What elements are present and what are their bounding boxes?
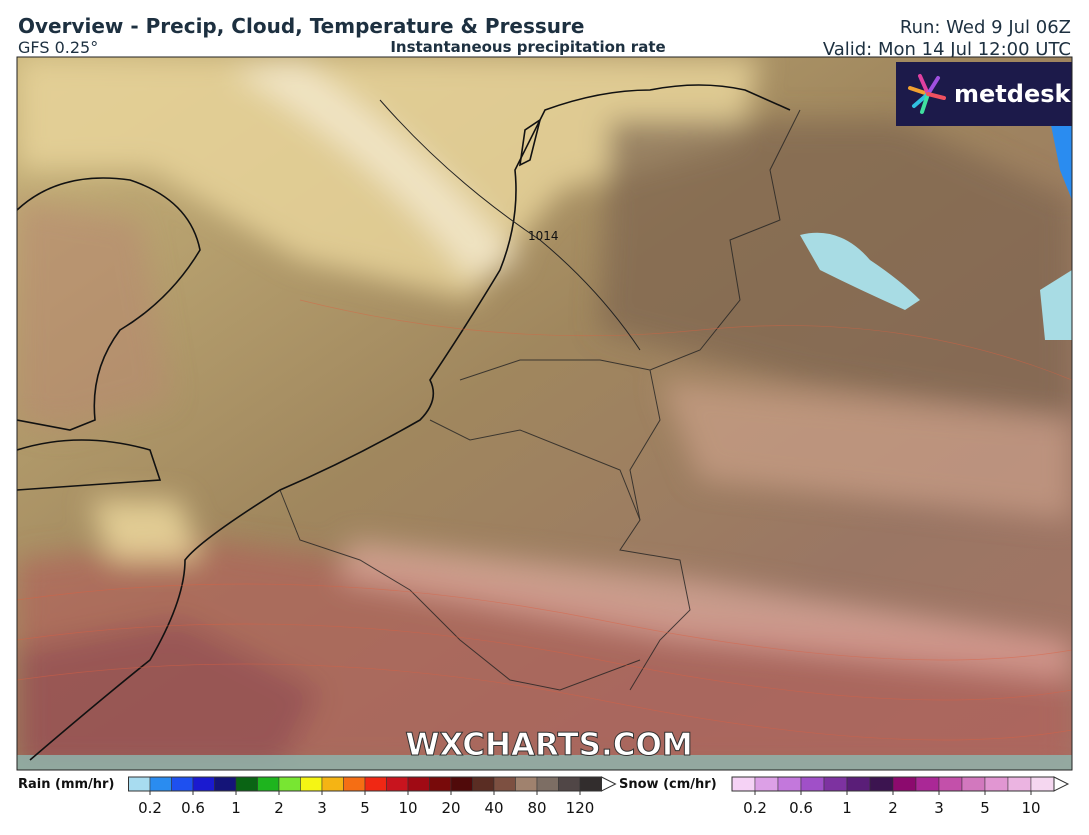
rain-swatch <box>386 776 409 792</box>
map-frame <box>16 56 1073 771</box>
rain-tick-label: 0.6 <box>181 799 205 817</box>
snow-swatch <box>731 776 756 792</box>
rain-swatch <box>149 776 172 792</box>
run-time: Run: Wed 9 Jul 06Z <box>900 17 1071 38</box>
snow-swatch <box>777 776 802 792</box>
rain-swatch <box>364 776 387 792</box>
rain-tick-label: 80 <box>527 799 546 817</box>
snow-tick-label: 0.6 <box>789 799 813 817</box>
rain-tick-label: 1 <box>231 799 241 817</box>
rain-tick-label: 20 <box>441 799 460 817</box>
coastlines <box>17 84 791 761</box>
rain-tick-label: 120 <box>566 799 595 817</box>
baltic-water <box>800 232 920 310</box>
snow-swatch <box>1030 776 1055 792</box>
snow-tick-label: 0.2 <box>743 799 767 817</box>
borders <box>279 109 801 691</box>
valid-time: Valid: Mon 14 Jul 12:00 UTC <box>823 39 1071 60</box>
isotherms <box>17 299 1072 741</box>
rain-swatch <box>321 776 344 792</box>
rain-tick-label: 3 <box>317 799 327 817</box>
rain-swatch <box>429 776 452 792</box>
rain-tick-label: 0.2 <box>138 799 162 817</box>
rain-tick-label: 5 <box>360 799 370 817</box>
snow-arrow <box>1053 776 1070 792</box>
rain-swatch <box>472 776 495 792</box>
watermark: WXCHARTS.COM <box>405 727 692 763</box>
rain-swatch <box>171 776 194 792</box>
snow-tick-label: 1 <box>842 799 852 817</box>
rain-swatch <box>343 776 366 792</box>
isobar-label: 1014 <box>528 229 559 243</box>
rain-swatch <box>128 776 151 792</box>
rain-patch <box>1050 110 1072 200</box>
rain-swatch <box>558 776 581 792</box>
snow-legend-label: Snow (cm/hr) <box>619 777 717 792</box>
rain-swatch <box>300 776 323 792</box>
legends: 0.2 0.6 1 2 3 5 10 20 40 80 120 0.2 0.6 1 2 3 5 10 <box>128 776 1070 817</box>
rain-swatch <box>192 776 215 792</box>
snow-swatch <box>869 776 894 792</box>
rain-arrow <box>601 776 617 792</box>
cloud-fields <box>17 57 1072 770</box>
rain-legend-label: Rain (mm/hr) <box>18 777 114 792</box>
snow-swatch <box>823 776 848 792</box>
snow-swatch <box>961 776 986 792</box>
rain-swatch <box>493 776 516 792</box>
sea-water <box>1040 270 1072 340</box>
snow-tick-label: 2 <box>888 799 898 817</box>
sea-strip <box>17 755 1072 770</box>
rain-tick-label: 40 <box>484 799 503 817</box>
rain-swatch <box>515 776 538 792</box>
snow-swatch <box>892 776 917 792</box>
snow-swatch <box>938 776 963 792</box>
rain-swatch <box>278 776 301 792</box>
logo-text: metdesk <box>954 80 1072 108</box>
rain-swatch <box>235 776 258 792</box>
rain-swatch <box>536 776 559 792</box>
snow-swatch <box>754 776 779 792</box>
rain-swatch <box>450 776 473 792</box>
map: 1014 WXCHARTS.COM metdesk <box>17 57 1072 770</box>
rain-swatch <box>257 776 280 792</box>
model: GFS 0.25° <box>18 38 98 57</box>
isobar <box>379 99 641 351</box>
snow-tick-label: 5 <box>980 799 990 817</box>
snow-swatch <box>915 776 940 792</box>
field: Instantaneous precipitation rate <box>390 38 665 56</box>
snow-swatch <box>846 776 871 792</box>
rain-tick-label: 2 <box>274 799 284 817</box>
snow-swatch <box>1007 776 1032 792</box>
rain-swatch <box>407 776 430 792</box>
logo-icon <box>908 74 946 114</box>
title: Overview - Precip, Cloud, Temperature & … <box>18 14 584 38</box>
snow-swatch <box>800 776 825 792</box>
snow-swatch <box>984 776 1009 792</box>
rain-swatch <box>579 776 602 792</box>
snow-tick-label: 3 <box>934 799 944 817</box>
rain-tick-label: 10 <box>398 799 417 817</box>
rain-swatch <box>214 776 237 792</box>
snow-tick-label: 10 <box>1021 799 1040 817</box>
